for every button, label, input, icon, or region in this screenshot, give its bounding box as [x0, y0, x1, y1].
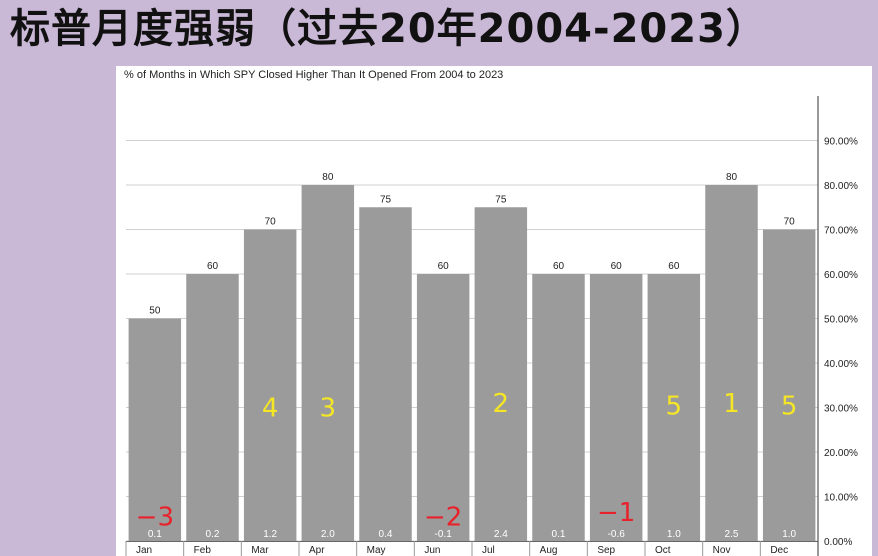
avg-change-label: 2.5 [725, 529, 739, 540]
y-tick-label: 50.00% [824, 315, 858, 326]
gridlines [125, 96, 819, 556]
y-tick-label: 40.00% [824, 359, 858, 370]
bar-value-label: 70 [265, 217, 277, 228]
month-label: Apr [309, 545, 325, 556]
month-label: May [367, 545, 386, 556]
bar-value-label: 80 [726, 172, 738, 183]
chart-title: % of Months in Which SPY Closed Higher T… [124, 69, 503, 81]
avg-change-label: 2.4 [494, 529, 508, 540]
avg-change-label: 1.0 [782, 529, 796, 540]
bar-value-label: 60 [438, 261, 450, 272]
y-tick-label: 20.00% [824, 448, 858, 459]
bar-value-label: 75 [495, 194, 507, 205]
avg-change-label: 0.1 [148, 529, 162, 540]
bar-jun [416, 274, 470, 541]
bar-value-label: 60 [553, 261, 565, 272]
bar-mar [243, 229, 297, 541]
bar-aug [532, 274, 585, 541]
y-tick-label: 10.00% [824, 493, 858, 504]
avg-change-label: 1.0 [667, 529, 681, 540]
bar-feb [186, 274, 239, 541]
rank-annotation-jan: −3 [136, 503, 174, 533]
y-tick-label: 80.00% [824, 181, 858, 192]
avg-change-label: 0.2 [206, 529, 220, 540]
bar-value-label: 50 [149, 306, 161, 317]
month-label: Nov [713, 545, 731, 556]
avg-change-label: 1.2 [263, 529, 277, 540]
bar-oct [647, 274, 701, 541]
month-label: Sep [597, 545, 615, 556]
avg-change-label: -0.6 [608, 529, 626, 540]
bar-value-label: 60 [207, 261, 219, 272]
month-label: Dec [770, 545, 788, 556]
bar-jul [474, 207, 528, 541]
bar-value-label: 70 [784, 217, 796, 228]
bar-nov [705, 185, 758, 541]
rank-annotation-nov: 1 [723, 389, 740, 419]
bar-value-label: 60 [611, 261, 623, 272]
month-label: Oct [655, 545, 671, 556]
bar-may [359, 207, 412, 541]
y-tick-label: 60.00% [824, 270, 858, 281]
month-label: Aug [540, 545, 558, 556]
rank-annotation-oct: 5 [666, 391, 683, 421]
rank-annotation-mar: 4 [262, 394, 279, 424]
avg-change-label: 0.4 [379, 529, 393, 540]
labels: % of Months in Which SPY Closed Higher T… [124, 69, 858, 556]
rank-annotation-dec: 5 [781, 391, 798, 421]
bar-jan [128, 318, 182, 541]
bar-value-label: 80 [322, 172, 334, 183]
rank-annotation-jun: −2 [424, 503, 462, 533]
y-tick-label: 90.00% [824, 137, 858, 148]
spy-monthly-chart: % of Months in Which SPY Closed Higher T… [124, 69, 858, 556]
month-label: Jan [136, 545, 152, 556]
month-label: Mar [251, 545, 269, 556]
chart-panel: % of Months in Which SPY Closed Higher T… [116, 66, 872, 556]
bars [128, 185, 816, 541]
y-tick-label: 0.00% [824, 537, 852, 548]
bar-apr [301, 185, 355, 541]
rank-annotation-apr: 3 [320, 394, 337, 424]
month-label: Feb [194, 545, 212, 556]
y-tick-label: 30.00% [824, 404, 858, 415]
avg-change-label: -0.1 [435, 529, 453, 540]
rank-annotation-sep: −1 [597, 498, 635, 528]
bar-sep [589, 274, 643, 541]
avg-change-label: 2.0 [321, 529, 335, 540]
bar-dec [762, 229, 816, 541]
y-tick-label: 70.00% [824, 226, 858, 237]
avg-change-label: 0.1 [552, 529, 566, 540]
month-label: Jul [482, 545, 495, 556]
bar-value-label: 60 [668, 261, 680, 272]
bar-value-label: 75 [380, 194, 392, 205]
month-label: Jun [424, 545, 440, 556]
slide-title: 标普月度强弱（过去20年2004-2023） [10, 6, 767, 52]
rank-annotation-jul: 2 [493, 389, 510, 419]
